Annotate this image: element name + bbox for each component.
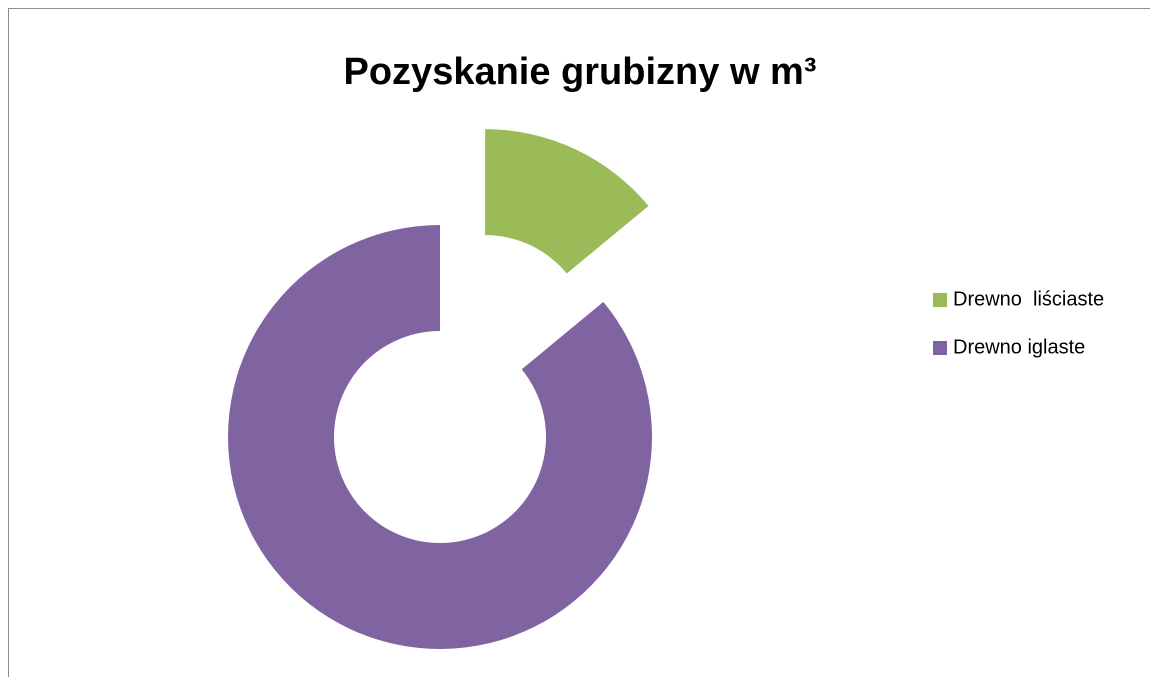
legend-label: Drewno iglaste — [953, 336, 1085, 358]
legend-swatch — [933, 293, 947, 307]
legend-label: Drewno liściaste — [953, 288, 1104, 310]
chart-title: Pozyskanie grubizny w m³ — [344, 51, 817, 93]
donut-slice — [227, 225, 652, 650]
donut-slice — [485, 129, 649, 274]
legend-swatch — [933, 341, 947, 355]
